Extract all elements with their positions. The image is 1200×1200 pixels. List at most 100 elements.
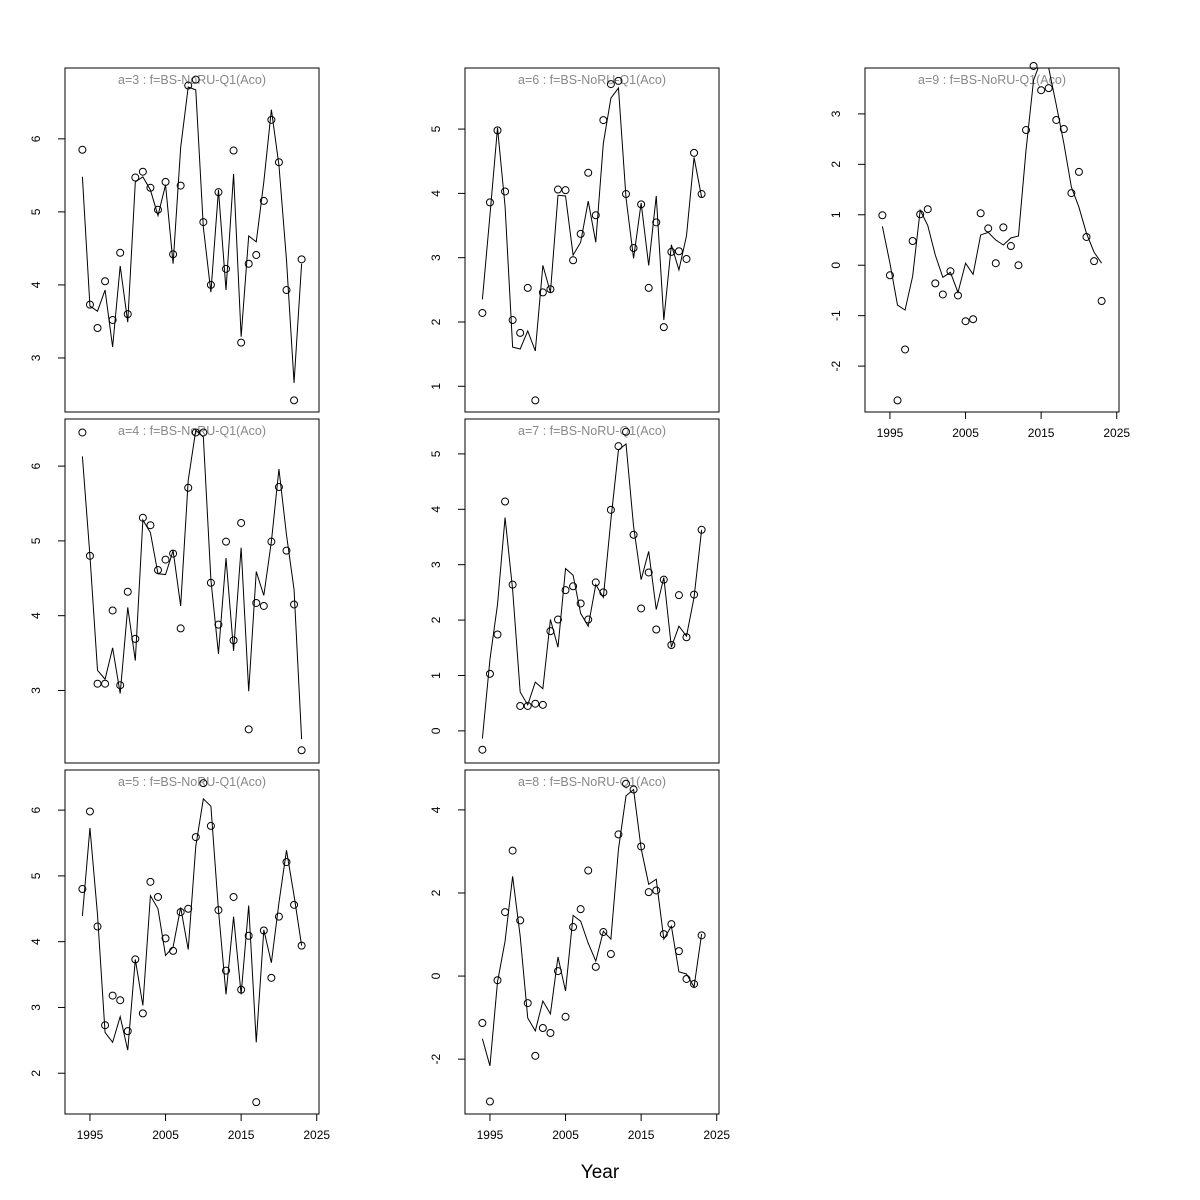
observed-point xyxy=(584,168,593,177)
observed-point xyxy=(1090,257,1099,266)
panel-title: a=4 : f=BS-NoRU-Q1(Aco) xyxy=(118,424,266,438)
observed-point xyxy=(637,842,646,851)
observed-point xyxy=(146,183,155,192)
observed-point xyxy=(146,877,155,886)
y-tick-label: 0 xyxy=(429,727,443,734)
x-tick-label: 2015 xyxy=(1028,426,1055,440)
observed-point xyxy=(191,75,200,84)
observed-point xyxy=(697,931,706,940)
observed-point xyxy=(878,211,887,220)
y-tick-label: 0 xyxy=(829,262,843,269)
observed-point xyxy=(493,630,502,639)
observed-point xyxy=(606,505,615,514)
y-tick-label: 2 xyxy=(29,1070,43,1077)
observed-point xyxy=(101,1021,110,1030)
observed-point xyxy=(531,1051,540,1060)
observed-point xyxy=(938,290,947,299)
observed-point xyxy=(252,598,261,607)
observed-point xyxy=(199,428,208,437)
observed-point xyxy=(274,483,283,492)
y-tick-label: 5 xyxy=(429,125,443,132)
observed-point xyxy=(885,271,894,280)
observed-point xyxy=(244,931,253,940)
y-tick-label: 3 xyxy=(29,1004,43,1011)
observed-point xyxy=(274,158,283,167)
observed-point xyxy=(637,200,646,209)
observed-point xyxy=(169,250,178,259)
observed-point xyxy=(1006,242,1015,251)
observed-point xyxy=(553,615,562,624)
observed-point xyxy=(290,396,299,405)
observed-point xyxy=(244,259,253,268)
observed-point xyxy=(652,625,661,634)
plot-area xyxy=(481,86,703,352)
observed-point xyxy=(101,277,110,286)
observed-point xyxy=(1037,86,1046,95)
observed-point xyxy=(93,922,102,931)
plot-area xyxy=(81,797,303,1051)
observed-point xyxy=(267,115,276,124)
panel: a=9 : f=BS-NoRU-Q1(Aco) -2 -1 0 1 2 3 1995 2005 2… xyxy=(829,61,1130,440)
observed-point xyxy=(599,588,608,597)
observed-point xyxy=(1097,297,1106,306)
fitted-line xyxy=(481,86,703,352)
observed-point xyxy=(485,669,494,678)
y-tick-label: 3 xyxy=(829,110,843,117)
observed-point xyxy=(599,116,608,125)
observed-point xyxy=(184,483,193,492)
observed-point xyxy=(297,746,306,755)
observed-point xyxy=(501,497,510,506)
panel: a=6 : f=BS-NoRU-Q1(Aco) 1 2 3 4 5 xyxy=(429,67,720,413)
observed-point xyxy=(659,575,668,584)
observed-point xyxy=(282,286,291,295)
observed-point xyxy=(969,315,978,324)
observed-point xyxy=(682,254,691,263)
y-tick-label: 4 xyxy=(429,506,443,513)
panel-title: a=6 : f=BS-NoRU-Q1(Aco) xyxy=(518,73,666,87)
observed-point xyxy=(516,328,525,337)
observed-point xyxy=(184,81,193,90)
y-tick-label: 5 xyxy=(429,450,443,457)
observed-point xyxy=(561,1012,570,1021)
y-tick-label: 1 xyxy=(829,211,843,218)
observed-point xyxy=(946,267,955,276)
observed-point xyxy=(222,537,231,546)
x-tick-label: 1995 xyxy=(77,1128,104,1142)
observed-point xyxy=(493,126,502,135)
observed-point xyxy=(131,173,140,182)
observed-point xyxy=(214,188,223,197)
observed-point xyxy=(274,912,283,921)
observed-point xyxy=(1074,167,1083,176)
observed-point xyxy=(508,580,517,589)
observed-point xyxy=(516,916,525,925)
observed-point xyxy=(644,888,653,897)
observed-point xyxy=(244,725,253,734)
observed-point xyxy=(206,821,215,830)
observed-point xyxy=(614,442,623,451)
y-tick-label: 1 xyxy=(429,672,443,679)
observed-point xyxy=(606,950,615,959)
observed-point xyxy=(961,317,970,326)
observed-point xyxy=(206,280,215,289)
observed-point xyxy=(85,551,94,560)
plot-area xyxy=(481,442,703,739)
observed-point xyxy=(614,830,623,839)
observed-point xyxy=(523,283,532,292)
observed-point xyxy=(138,1009,147,1018)
observed-point xyxy=(199,218,208,227)
observed-point xyxy=(659,323,668,332)
observed-point xyxy=(161,555,170,564)
observed-point xyxy=(123,587,132,596)
observed-point xyxy=(493,976,502,985)
observed-point xyxy=(78,145,87,154)
observed-point xyxy=(916,210,925,219)
observed-point xyxy=(999,223,1008,232)
y-tick-label: 4 xyxy=(429,806,443,813)
observed-point xyxy=(644,568,653,577)
x-axis-label: Year xyxy=(581,1162,620,1183)
observed-point xyxy=(606,80,615,89)
observed-point xyxy=(546,285,555,294)
observed-point xyxy=(161,934,170,943)
observed-point xyxy=(1067,189,1076,198)
